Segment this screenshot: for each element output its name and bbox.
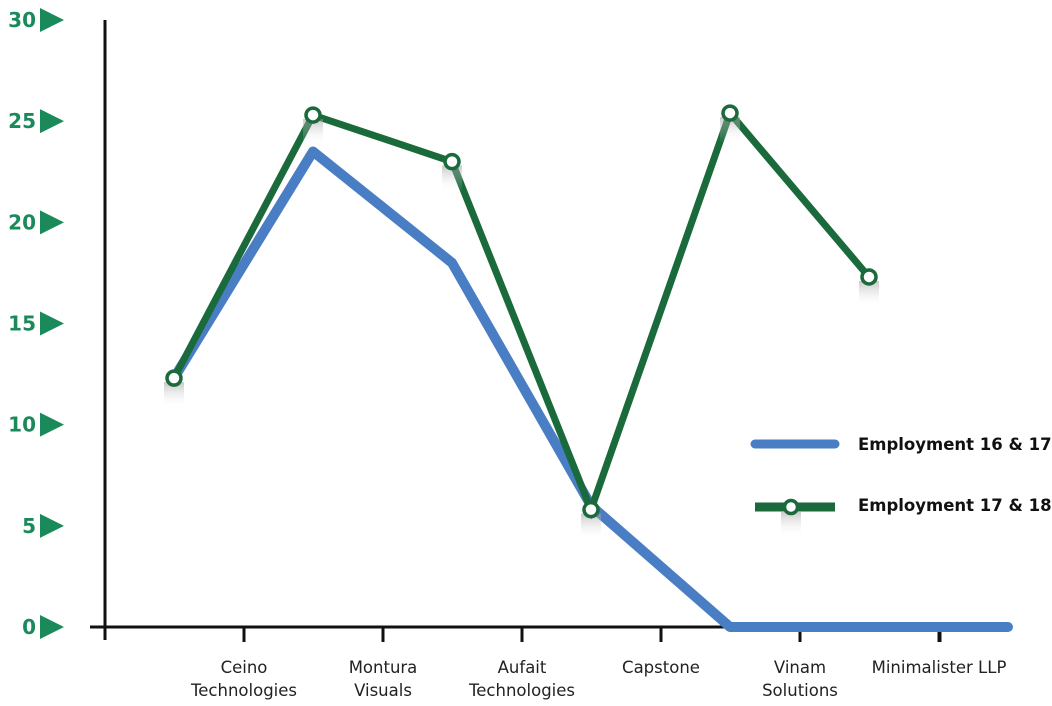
x-tick-label: Aufait Technologies — [468, 658, 575, 700]
series-employment-16-17-line — [169, 146, 1013, 632]
y-tick-label: 10 — [8, 413, 36, 437]
series-employment-17-18-point — [860, 268, 878, 286]
y-tick-marker — [40, 311, 64, 336]
x-tick-label: Capstone — [622, 658, 700, 677]
y-tick-label: 20 — [8, 210, 36, 234]
x-tick-label: Minimalister LLP — [872, 658, 1007, 677]
point-shadow — [442, 165, 462, 192]
y-tick-marker — [40, 8, 64, 32]
y-tick-label: 25 — [8, 109, 36, 133]
y-tick-label: 0 — [22, 615, 36, 639]
series-employment-17-18-point — [304, 106, 322, 124]
y-tick-label: 30 — [8, 8, 36, 32]
x-tick-group: Ceino Technologies Montura Visuals Aufait Tec… — [190, 627, 1006, 700]
legend-marker-employment-17-18 — [782, 498, 800, 516]
legend: Employment 16 & 17 Employment 17 & 18 — [750, 435, 1052, 537]
point-shadow — [720, 117, 740, 144]
legend-label-employment-16-17: Employment 16 & 17 — [858, 435, 1052, 454]
y-tick-marker — [40, 412, 64, 437]
series-employment-17-18-point — [582, 500, 600, 519]
series-employment-17-18-point — [721, 104, 739, 122]
legend-label-employment-17-18: Employment 17 & 18 — [858, 496, 1052, 515]
point-shadow — [303, 119, 323, 146]
x-tick-label: Ceino Technologies — [190, 658, 297, 700]
series-layer — [164, 104, 1013, 632]
y-tick-marker — [40, 513, 64, 538]
point-shadow — [859, 280, 879, 307]
series-employment-17-18-line — [170, 106, 872, 520]
x-tick-label: Montura Visuals — [349, 658, 418, 700]
series-employment-17-18-point — [443, 152, 461, 171]
x-tick-label: Vinam Solutions — [762, 658, 838, 700]
y-tick-label: 5 — [22, 514, 36, 538]
series-employment-17-18-point — [165, 369, 183, 387]
legend-marker-shadow — [781, 511, 801, 537]
y-tick-marker — [40, 210, 64, 235]
y-tick-marker — [40, 109, 64, 134]
point-shadow — [164, 382, 184, 409]
y-tick-marker — [40, 615, 64, 639]
y-tick-label: 15 — [8, 312, 36, 336]
point-shadow — [581, 513, 601, 540]
y-tick-group: 0 5 10 15 20 25 30 — [8, 8, 64, 639]
